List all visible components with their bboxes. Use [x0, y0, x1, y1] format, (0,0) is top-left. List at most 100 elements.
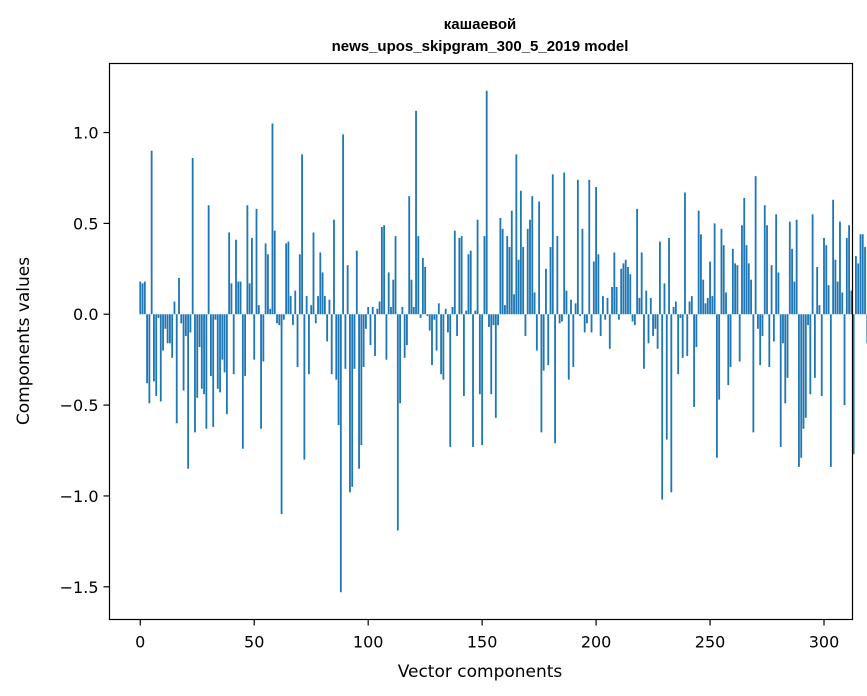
bar [342, 134, 345, 315]
bar [795, 219, 798, 315]
bar [702, 279, 705, 315]
bar [481, 314, 484, 446]
bar [850, 290, 853, 315]
bar [848, 225, 850, 315]
x-tick-label: 200 [581, 633, 612, 652]
bar [198, 314, 201, 347]
bar [627, 267, 629, 315]
y-tick-label: 0.0 [73, 305, 98, 324]
x-tick-label: 50 [244, 633, 264, 652]
bar [823, 237, 825, 315]
bar [547, 314, 550, 366]
bar [326, 314, 329, 342]
bar [829, 314, 832, 467]
bar [576, 179, 579, 315]
bar [531, 196, 534, 315]
y-axis: −1.5 −1.0 −0.5 0.0 0.5 1.0 [60, 124, 110, 597]
bar [770, 265, 773, 315]
bar [768, 314, 771, 367]
bar [501, 228, 504, 315]
bar [570, 299, 572, 315]
bar [401, 306, 404, 315]
bar [494, 314, 497, 418]
bar [353, 314, 356, 369]
bar [214, 314, 217, 320]
bar [305, 296, 308, 315]
bar [273, 230, 276, 315]
bar [510, 210, 513, 315]
bar [563, 172, 566, 315]
bar [857, 263, 860, 315]
bar [745, 245, 748, 315]
x-tick-label: 250 [695, 633, 726, 652]
bar [253, 314, 256, 360]
bar [581, 228, 584, 315]
bar [497, 314, 499, 326]
bar [777, 272, 780, 315]
bar [718, 314, 721, 400]
bar [369, 314, 372, 346]
bar [804, 314, 807, 418]
bar [146, 314, 149, 384]
bar [191, 157, 194, 315]
bar [611, 286, 613, 315]
bar [741, 225, 743, 315]
bar [175, 314, 178, 424]
bar [852, 314, 855, 455]
bar [529, 219, 531, 315]
bar [469, 250, 472, 315]
bar [451, 306, 454, 315]
x-axis: 0 50 100 150 200 250 300 [135, 619, 839, 652]
bar [440, 314, 443, 375]
bar [715, 314, 718, 458]
bar [310, 305, 313, 315]
bar [540, 314, 543, 433]
bar [807, 314, 809, 326]
bar [761, 314, 764, 337]
bar [385, 314, 388, 360]
bar [333, 219, 335, 315]
bar [800, 314, 803, 458]
bar [679, 314, 682, 318]
bar [269, 308, 272, 315]
bar [374, 314, 376, 357]
bar [608, 314, 611, 349]
bar [565, 290, 568, 315]
bar [419, 314, 422, 318]
bar [784, 314, 787, 404]
bar [859, 234, 862, 315]
bar [143, 281, 146, 315]
bar [406, 314, 408, 346]
bar [278, 314, 281, 326]
bar [526, 228, 529, 315]
bar [654, 314, 657, 329]
bar [317, 296, 319, 315]
bar [139, 281, 142, 315]
bar [809, 314, 812, 395]
bar [818, 305, 821, 315]
bar [504, 305, 506, 315]
bar [164, 314, 167, 329]
bar [330, 314, 333, 375]
bar [182, 314, 185, 391]
bar [659, 241, 661, 315]
bar [312, 232, 315, 315]
bar [827, 285, 830, 315]
bar [843, 314, 846, 406]
bar [449, 314, 452, 447]
bar [203, 314, 205, 395]
bar [631, 314, 634, 322]
bar [458, 237, 461, 315]
bar [205, 314, 208, 429]
bar [255, 208, 258, 315]
bar [216, 314, 219, 389]
bar [713, 223, 716, 315]
bar [150, 150, 153, 315]
bar [476, 219, 479, 315]
bar [462, 314, 465, 397]
bar [392, 279, 395, 315]
bar [613, 252, 616, 315]
bar [542, 314, 545, 371]
bar [412, 306, 415, 315]
y-axis-label: Components values [14, 257, 34, 425]
